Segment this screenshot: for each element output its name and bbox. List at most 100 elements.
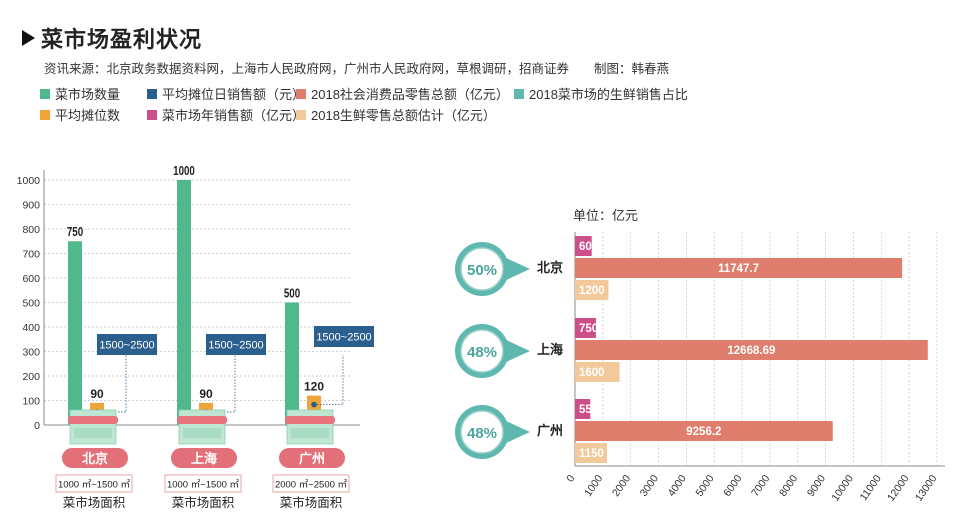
y-tick-label: 700 [22,249,40,261]
hbar-market-sales [575,399,591,419]
daily-sales-label: 1500~2500 [316,332,371,344]
legend-label: 平均摊位日销售额（元） [162,87,306,102]
x-tick-label: 6000 [721,473,744,499]
data-label-market-count: 1000 [173,165,195,179]
x-tick-label: 9000 [805,473,828,499]
x-tick-label: 8000 [777,473,800,499]
x-tick-label: 4000 [666,473,689,499]
x-tick-label: 7000 [749,473,772,499]
city-pill [279,448,345,468]
daily-sales-connector [314,355,344,406]
city-pill [171,448,237,468]
y-tick-label: 0 [34,420,40,432]
fresh-share-label: 48% [467,344,497,361]
legend-label: 菜市场数量 [55,87,121,102]
legend-label: 2018社会消费品零售总额（亿元） [311,87,509,102]
city-pill [62,448,128,468]
legend-label: 2018菜市场的生鲜销售占比 [529,87,688,102]
hbar-value-label: 1600 [579,367,605,379]
hbar-value-label: 750 [579,323,598,335]
city-label: 上海 [191,451,217,466]
city-label: 北京 [82,451,108,466]
market-building-icon [286,409,334,445]
legend-swatch [40,109,50,120]
legend-swatch [147,88,157,99]
area-caption: 菜市场面积 [280,495,343,510]
area-label: 1000 ㎡~1500 ㎡ [58,480,131,491]
chart-title: 菜市场盈利状况 [22,22,202,54]
area-box [55,474,133,493]
market-window-icon [291,428,329,438]
hbar-value-label: 12668.69 [727,345,775,357]
data-label-market-count: 500 [284,287,300,301]
x-tick-label: 0 [564,473,577,485]
daily-sales-box [97,334,157,355]
legend-item: 2018菜市场的生鲜销售占比 [514,84,688,103]
city-label-right: 广州 [537,423,563,438]
data-label-market-count: 750 [67,226,83,240]
hbar-value-label: 1150 [579,448,604,460]
hbar-retail-total [575,340,928,360]
daily-sales-box [206,334,266,355]
legend-item: 平均摊位日销售额（元） [147,84,305,103]
area-caption: 菜市场面积 [172,495,235,510]
legend-item: 2018社会消费品零售总额（亿元） [296,84,509,103]
x-tick-label: 12000 [885,473,912,504]
triangle-icon [22,30,35,46]
legend-item: 菜市场年销售额（亿元） [147,105,305,124]
x-tick-label: 2000 [610,473,633,499]
hbar-fresh-retail [575,443,608,463]
city-label: 广州 [299,451,325,466]
hbar-value-label: 1200 [579,285,605,297]
x-tick-label: 3000 [638,473,661,499]
y-tick-label: 300 [22,347,40,359]
area-caption: 菜市场面积 [63,495,126,510]
y-tick-label: 800 [22,224,40,236]
city-label-right: 北京 [537,260,563,275]
market-awning-icon [177,416,227,424]
x-tick-label: 1000 [582,473,605,499]
legend-item: 平均摊位数 [40,105,120,124]
daily-sales-label: 1500~2500 [99,340,154,352]
title-text: 菜市场盈利状况 [41,27,203,52]
legend-item: 2018生鲜零售总额估计（亿元） [296,105,496,124]
legend-label: 平均摊位数 [55,108,121,123]
market-building-icon [178,409,226,445]
bar-market-count [285,302,299,425]
city-label-right: 上海 [537,342,563,357]
legend-swatch [296,109,306,120]
data-label-avg-stalls: 120 [304,380,324,394]
area-label: 1000 ㎡~1500 ㎡ [167,480,240,491]
area-label: 2000 ㎡~2500 ㎡ [275,480,348,491]
y-tick-label: 900 [22,200,40,212]
legend-swatch [514,88,524,99]
legend-label: 2018生鲜零售总额估计（亿元） [311,108,496,123]
y-tick-label: 600 [22,273,40,285]
hbar-retail-total [575,258,903,278]
share-bubble-inner [460,329,504,373]
y-tick-label: 400 [22,322,40,334]
x-tick-label: 5000 [693,473,716,499]
y-tick-label: 1000 [17,175,41,187]
unit-label: 单位：亿元 [573,208,638,223]
fresh-share-label: 50% [467,262,497,279]
bar-market-count [68,241,82,425]
hbar-fresh-retail [575,280,609,300]
market-window-icon [74,428,112,438]
legend-swatch [147,109,157,120]
legend-item: 菜市场数量 [40,84,120,103]
daily-sales-box [314,326,374,347]
y-tick-label: 100 [22,396,40,408]
share-bubble-inner [460,410,504,454]
x-tick-label: 11000 [858,473,884,503]
fresh-share-label: 48% [467,425,497,442]
legend-swatch [40,88,50,99]
y-tick-label: 200 [22,371,40,383]
market-building-icon [69,409,117,445]
source-note: 资讯来源：北京政务数据资料网，上海市人民政府网，广州市人民政府网，草根调研，招商… [44,62,670,76]
market-window-icon [183,428,221,438]
data-label-avg-stalls: 90 [90,387,104,401]
legend-label: 菜市场年销售额（亿元） [162,108,306,123]
y-tick-label: 500 [22,298,40,310]
